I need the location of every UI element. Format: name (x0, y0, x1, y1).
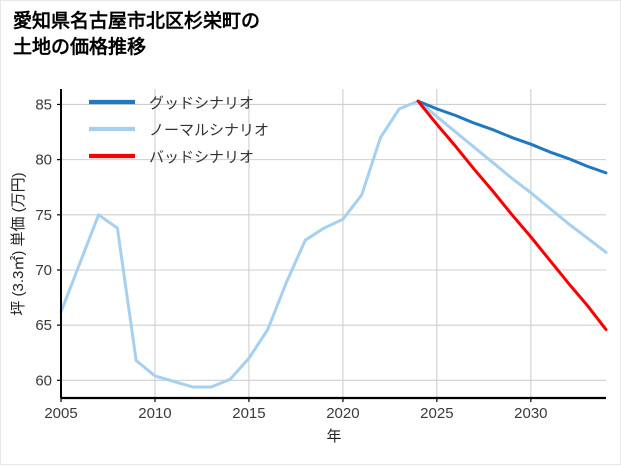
y-axis-ticks: 60 65 70 75 80 85 (35, 96, 61, 389)
legend-label: バッドシナリオ (149, 149, 254, 166)
y-axis-label: 坪 (3.3㎡) 単価 (万円) (10, 172, 27, 315)
gridlines (60, 89, 606, 398)
y-tick-label: 85 (35, 96, 52, 113)
y-tick-label: 60 (35, 372, 52, 389)
y-tick-label: 70 (35, 262, 52, 279)
x-axis-label: 年 (326, 428, 341, 445)
x-tick-label: 2030 (514, 405, 547, 422)
x-tick-label: 2025 (420, 405, 453, 422)
series-line (59, 99, 608, 389)
y-tick-label: 80 (35, 152, 52, 169)
series-line (416, 99, 608, 332)
series-line (416, 99, 608, 175)
y-tick-label: 65 (35, 317, 52, 334)
y-tick-label: 75 (35, 207, 52, 224)
legend-label: グッドシナリオ (149, 95, 254, 112)
x-tick-label: 2005 (44, 405, 77, 422)
legend-label: ノーマルシナリオ (149, 122, 269, 139)
series-lines (59, 99, 608, 389)
page-title: 愛知県名古屋市北区杉栄町の 土地の価格推移 (13, 11, 261, 58)
x-tick-label: 2010 (138, 405, 171, 422)
x-axis-ticks: 2005 2010 2015 2020 2025 2030 (44, 398, 548, 422)
x-tick-label: 2015 (232, 405, 265, 422)
x-tick-label: 2020 (326, 405, 359, 422)
